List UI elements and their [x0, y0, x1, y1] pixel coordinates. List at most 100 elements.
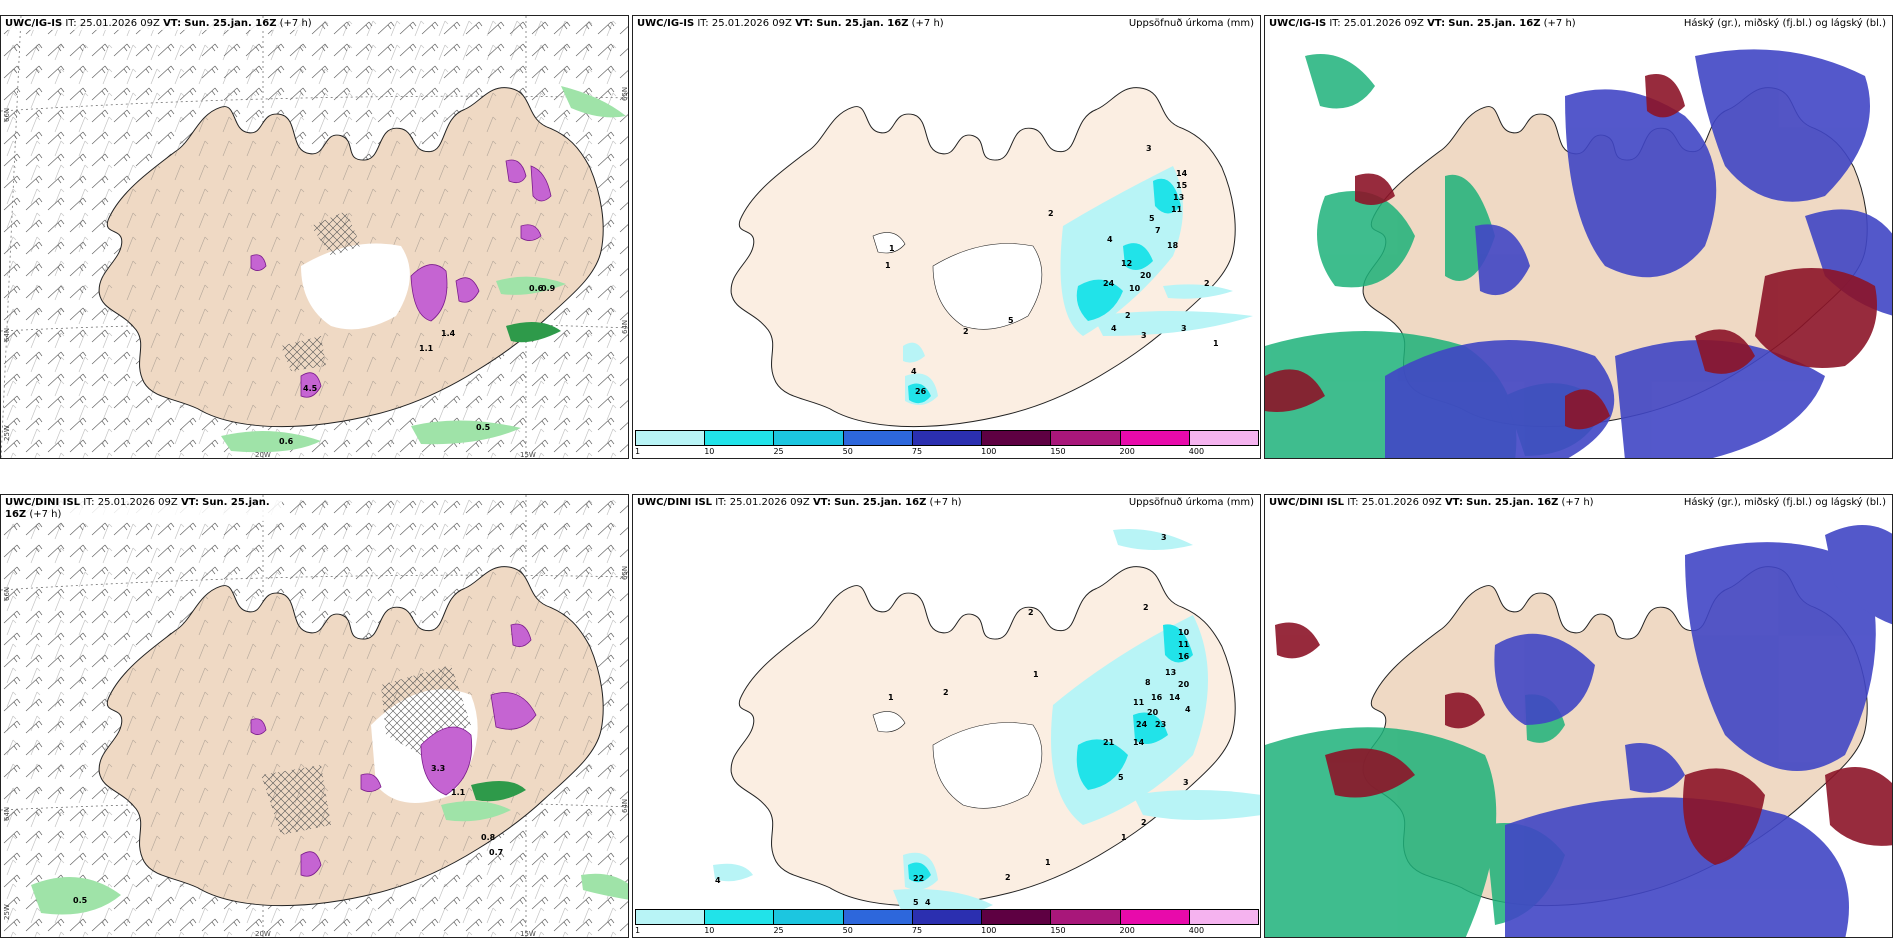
value-label: 13: [1165, 668, 1176, 677]
value-label: 11: [1171, 205, 1183, 214]
value-label: 0.6: [279, 437, 294, 446]
value-label: 3: [1183, 778, 1189, 787]
colorbar-cell: [635, 430, 706, 446]
value-label: 22: [913, 874, 924, 883]
colorbar-tick: 400: [1188, 926, 1205, 935]
colorbar-cell: [842, 909, 913, 925]
lon-label: 15W: [520, 451, 536, 459]
colorbar-cell: [704, 909, 775, 925]
map-canvas[interactable]: [1265, 495, 1893, 938]
value-label: 4: [1111, 324, 1117, 333]
value-label: 16: [1151, 693, 1163, 702]
colorbar-tick: 50: [842, 926, 853, 935]
value-label: 3.3: [431, 764, 445, 773]
colorbar-tick: 150: [1050, 926, 1066, 935]
map-canvas[interactable]: 0.8 0.7 0.5 3.3 1.1: [1, 495, 629, 938]
value-label: 20: [1147, 708, 1159, 717]
panel-title: UWC/DINI ISL IT: 25.01.2026 09Z VT: Sun.…: [1267, 497, 1596, 509]
colorbar-cell: [1188, 909, 1259, 925]
lat-label: 65N: [621, 86, 629, 101]
value-label: 11: [1178, 640, 1190, 649]
value-label: 5: [913, 898, 919, 907]
colorbar-cell: [773, 430, 844, 446]
value-label: 1: [1045, 858, 1051, 867]
panel-igis-wind: UWC/IG-IS IT: 25.01.2026 09Z VT: Sun. 25…: [0, 15, 629, 459]
value-label: 4: [1185, 705, 1191, 714]
value-label: 12: [1121, 259, 1132, 268]
value-label: 2: [963, 327, 969, 336]
colorbar-tick: 75: [911, 447, 923, 456]
value-label: 4: [1107, 235, 1113, 244]
value-label: 18: [1167, 241, 1179, 250]
colorbar-cell: [704, 430, 775, 446]
value-label: 1: [1121, 833, 1127, 842]
value-label: 3: [1181, 324, 1187, 333]
colorbar: 1 10 25 50 75 100 150 200 400: [635, 909, 1259, 935]
value-label: 2: [1143, 603, 1149, 612]
value-label: 10: [1178, 628, 1190, 637]
value-label: 0.5: [476, 423, 491, 432]
panel-igis-clouds: UWC/IG-IS IT: 25.01.2026 09Z VT: Sun. 25…: [1264, 15, 1893, 459]
colorbar-tick: 1: [635, 447, 641, 456]
lat-label: 66N: [3, 586, 11, 601]
map-canvas[interactable]: 3 2 10 11 16 13 8 20 14 4 16 11 20 24 23…: [633, 495, 1261, 938]
value-label: 24: [1136, 720, 1148, 729]
value-label: 2: [943, 688, 949, 697]
colorbar-tick: 10: [704, 447, 715, 456]
colorbar-cell: [911, 909, 983, 925]
value-label: 10: [1129, 284, 1141, 293]
value-label: 0.9: [541, 284, 556, 293]
colorbar-cell: [1050, 909, 1121, 925]
value-label: 11: [1133, 698, 1145, 707]
value-label: 1: [885, 261, 891, 270]
colorbar-tick: 100: [981, 926, 997, 935]
colorbar-tick: 25: [773, 926, 784, 935]
value-label: 2: [1125, 311, 1131, 320]
colorbar-tick: 75: [911, 926, 923, 935]
value-label: 5: [1008, 316, 1014, 325]
colorbar-tick: 1: [635, 926, 641, 935]
panel-title: UWC/IG-IS IT: 25.01.2026 09Z VT: Sun. 25…: [3, 18, 314, 30]
value-label: 2: [1204, 279, 1210, 288]
value-label: 14: [1176, 169, 1188, 178]
panel-title: UWC/IG-IS IT: 25.01.2026 09Z VT: Sun. 25…: [635, 18, 946, 30]
value-label: 8: [1145, 678, 1151, 687]
value-label: 4.5: [303, 384, 318, 393]
lat-label: 64N: [3, 327, 11, 342]
lon-label: 25W: [3, 425, 11, 441]
lon-label: 20W: [255, 930, 271, 938]
colorbar-tick: 400: [1188, 447, 1205, 456]
colorbar-cell: [981, 909, 1052, 925]
value-label: 2: [1048, 209, 1054, 218]
map-canvas[interactable]: 3 14 15 13 11 5 7 18 2 4 12 20 10 24 2 2…: [633, 16, 1261, 459]
value-label: 3: [1146, 144, 1152, 153]
panel-right-title: Uppsöfnuð úrkoma (mm): [1126, 18, 1256, 30]
colorbar-cell: [1119, 430, 1190, 446]
panel-dini-clouds: UWC/DINI ISL IT: 25.01.2026 09Z VT: Sun.…: [1264, 494, 1893, 938]
value-label: 1: [1213, 339, 1219, 348]
value-label: 16: [1178, 652, 1190, 661]
colorbar: 1 10 25 50 75 100 150 200 400: [635, 430, 1259, 456]
value-label: 14: [1133, 738, 1145, 747]
colorbar-cell: [981, 430, 1052, 446]
lat-label: 64N: [621, 319, 629, 334]
panel-right-title: Háský (gr.), miðský (fj.bl.) og lágský (…: [1681, 497, 1888, 509]
map-canvas[interactable]: [1265, 16, 1893, 459]
panel-dini-precip: UWC/DINI ISL IT: 25.01.2026 09Z VT: Sun.…: [632, 494, 1261, 938]
value-label: 0.8: [481, 833, 496, 842]
map-canvas[interactable]: 0.6 0.5 0.9 0.6 1.1 1.4 4.5: [1, 16, 629, 459]
lon-label: 15W: [520, 930, 536, 938]
value-label: 21: [1103, 738, 1115, 747]
panel-title: UWC/DINI ISL IT: 25.01.2026 09Z VT: Sun.…: [3, 497, 282, 521]
colorbar-cell: [773, 909, 844, 925]
value-label: 1: [889, 244, 895, 253]
value-label: 0.6: [529, 284, 544, 293]
value-label: 2: [1141, 818, 1147, 827]
value-label: 4: [925, 898, 931, 907]
colorbar-cell: [1050, 430, 1121, 446]
colorbar-tick: 200: [1119, 926, 1135, 935]
value-label: 3: [1141, 331, 1147, 340]
value-label: 1.4: [441, 329, 456, 338]
lon-label: 20W: [255, 451, 271, 459]
lat-label: 64N: [621, 798, 629, 813]
